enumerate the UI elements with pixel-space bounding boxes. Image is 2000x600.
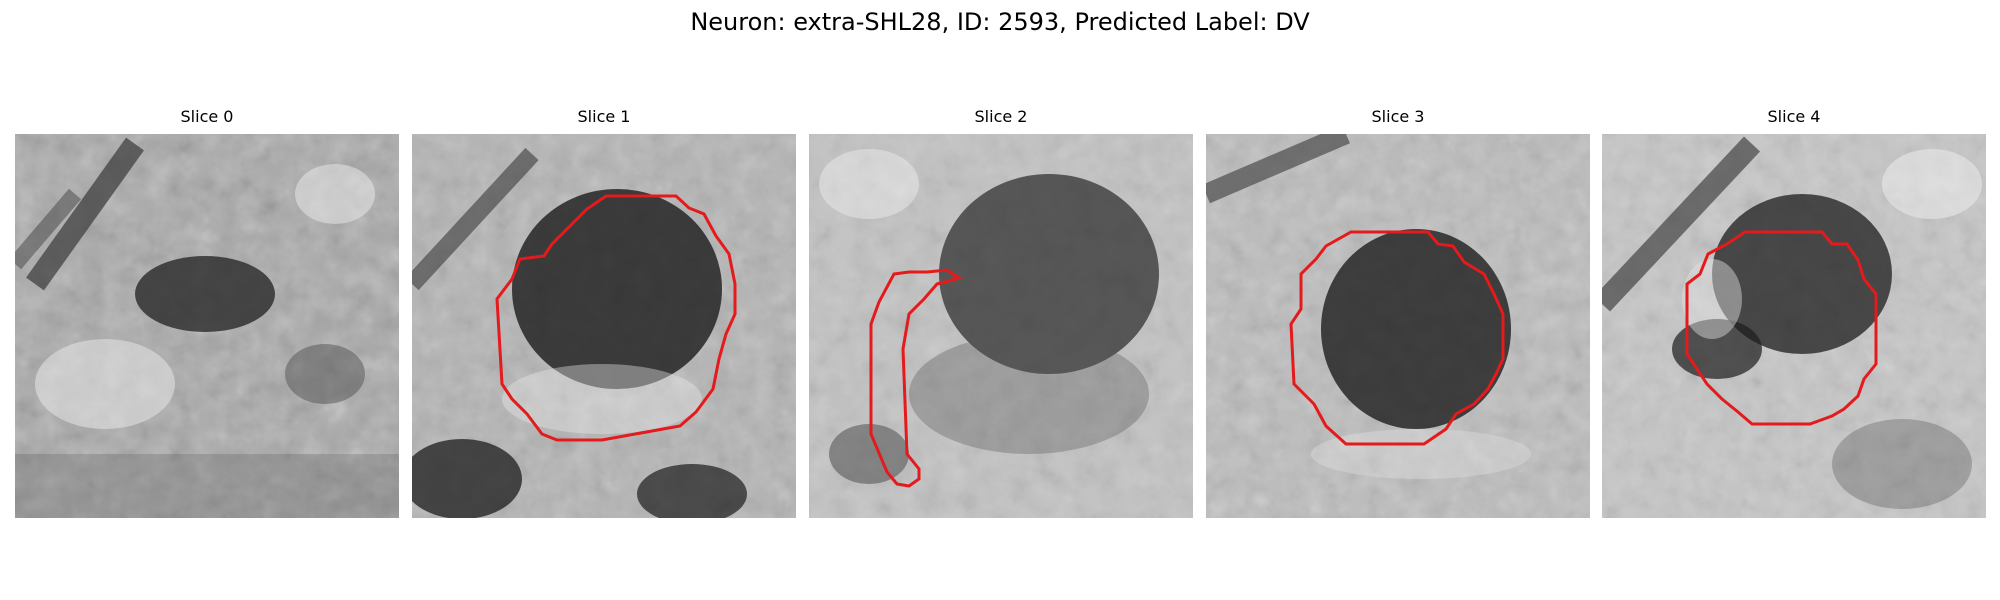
slice-image-4 — [1602, 134, 1986, 518]
slice-panel-0: Slice 0 — [15, 106, 399, 518]
contour-outline — [495, 194, 737, 442]
slice-title-2: Slice 2 — [974, 107, 1028, 126]
slice-panel-1: Slice 1 — [412, 106, 796, 518]
slice-image-0 — [15, 134, 399, 518]
slice-title-4: Slice 4 — [1767, 107, 1821, 126]
slice-image-1 — [412, 134, 796, 518]
contour-outline — [869, 268, 963, 488]
contour-outline — [1289, 230, 1505, 446]
figure-title: Neuron: extra-SHL28, ID: 2593, Predicted… — [690, 8, 1310, 36]
slice-title-3: Slice 3 — [1371, 107, 1425, 126]
slice-panel-2: Slice 2 — [809, 106, 1193, 518]
slice-image-3 — [1206, 134, 1590, 518]
contour-outline — [1685, 230, 1878, 426]
slice-panel-3: Slice 3 — [1206, 106, 1590, 518]
slice-image-2 — [809, 134, 1193, 518]
slice-title-1: Slice 1 — [577, 107, 631, 126]
slice-title-0: Slice 0 — [180, 107, 234, 126]
slice-panel-4: Slice 4 — [1602, 106, 1986, 518]
